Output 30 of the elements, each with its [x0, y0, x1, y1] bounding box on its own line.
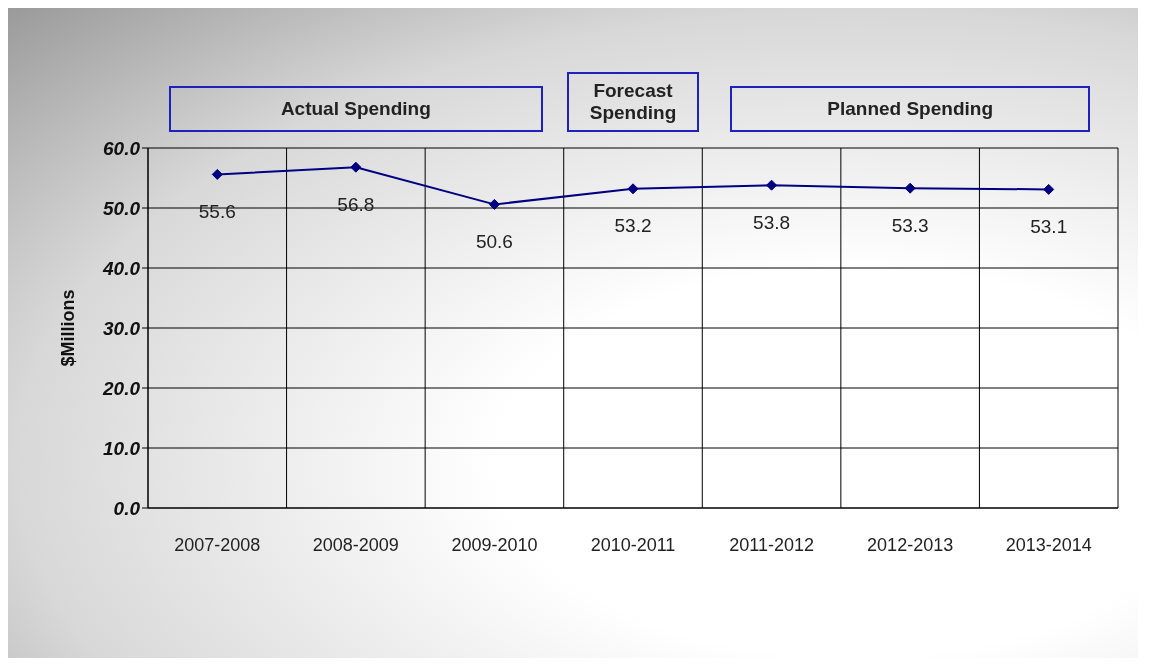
x-tick-label: 2010-2011: [590, 534, 676, 555]
y-tick-label: 60.0: [103, 137, 141, 159]
x-tick-label: 2007-2008: [174, 534, 261, 555]
data-label: 53.8: [753, 211, 791, 233]
point: [766, 179, 778, 191]
point: [488, 198, 500, 210]
y-axis-title: $Millions: [58, 289, 79, 367]
x-tick-label: 2009-2010: [451, 534, 538, 555]
text: Planned Spending: [730, 86, 1091, 132]
point: [1043, 183, 1055, 195]
x-tick-label: 2013-2014: [1005, 534, 1092, 555]
y-tick-label: 20.0: [102, 377, 141, 399]
y-tick-label: 40.0: [102, 257, 141, 279]
point: [627, 183, 639, 195]
x-tick-label: 2011-2012: [729, 534, 814, 555]
y-tick-label: 0.0: [113, 497, 141, 519]
data-label: 53.3: [891, 214, 929, 236]
point: [350, 161, 362, 173]
y-tick-label: 10.0: [103, 437, 141, 459]
data-label: 50.6: [475, 230, 513, 252]
text: Forecast Spending: [567, 72, 699, 132]
data-label: 53.1: [1030, 215, 1068, 237]
text: Actual Spending: [168, 86, 543, 132]
data-label: 53.2: [614, 215, 652, 237]
y-tick-label: 30.0: [103, 317, 141, 339]
x-tick-label: 2012-2013: [867, 534, 954, 555]
x-tick-label: 2008-2009: [312, 534, 399, 555]
point: [211, 168, 223, 180]
y-tick-label: 50.0: [103, 197, 141, 219]
point: [904, 182, 916, 194]
